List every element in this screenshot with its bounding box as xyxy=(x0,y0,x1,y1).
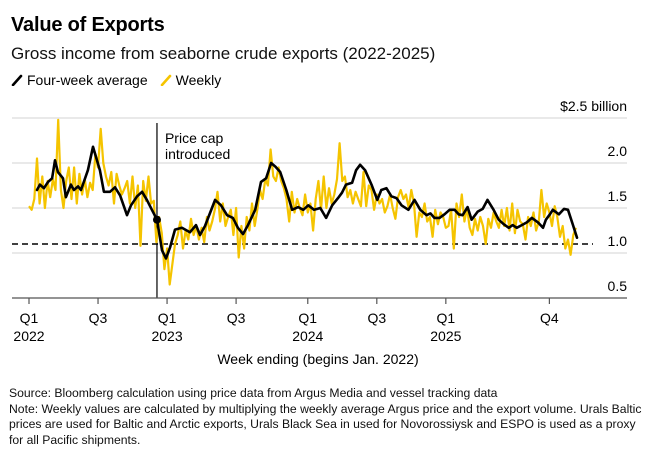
chart-title: Value of Exports xyxy=(11,14,165,36)
y-tick-labels: $2.5 billion 2.0 1.5 1.0 0.5 xyxy=(560,98,627,294)
x-tick-label: Q3 xyxy=(89,310,108,326)
series-line-weekly xyxy=(28,118,577,286)
chart-subtitle: Gross income from seaborne crude exports… xyxy=(11,44,436,63)
price-cap-label-line2: introduced xyxy=(165,146,230,162)
y-tick-label: $2.5 billion xyxy=(560,98,627,114)
legend-item-weekly: Weekly xyxy=(160,72,222,88)
price-cap-label-line1: Price cap xyxy=(165,130,224,146)
x-tick-label: Q3 xyxy=(367,310,386,326)
x-tick-year-label: 2022 xyxy=(13,328,44,344)
x-tick-label: Q3 xyxy=(227,310,246,326)
price-cap-marker xyxy=(152,215,161,224)
y-tick-label: 1.5 xyxy=(608,188,628,204)
source-note: Source: Bloomberg calculation using pric… xyxy=(9,386,498,400)
x-tick-label: Q1 xyxy=(20,310,39,326)
x-tick-year-label: 2025 xyxy=(430,328,461,344)
footnotes: Source: Bloomberg calculation using pric… xyxy=(9,386,649,448)
x-tick-label: Q1 xyxy=(436,310,455,326)
y-tick-label: 2.0 xyxy=(608,143,628,159)
x-tick-year-label: 2024 xyxy=(292,328,323,344)
y-tick-label: 0.5 xyxy=(608,278,628,294)
x-tick-label: Q4 xyxy=(540,310,559,326)
chart-plot: $2.5 billion 2.0 1.5 1.0 0.5 Price cap intro… xyxy=(12,98,627,367)
x-tick-label: Q1 xyxy=(158,310,177,326)
y-tick-label: 1.0 xyxy=(608,233,628,249)
legend-label: Four-week average xyxy=(27,72,148,88)
legend: Four-week average Weekly xyxy=(11,72,227,88)
x-tick-year-label: 2023 xyxy=(151,328,182,344)
series-line-four-week-average xyxy=(35,145,579,260)
x-axis: Q1 2022 Q3 Q1 2023 Q3 Q1 2024 Q3 Q1 2025 Q4 xyxy=(12,297,627,344)
x-axis-title: Week ending (begins Jan. 2022) xyxy=(217,351,418,367)
methodology-note: Note: Weekly values are calculated by mu… xyxy=(9,401,642,447)
legend-swatch-yellow-icon xyxy=(160,74,171,86)
legend-swatch-black-icon xyxy=(11,74,23,86)
price-cap-annotation: Price cap introduced xyxy=(156,123,230,298)
legend-item-four-week-average: Four-week average xyxy=(11,72,148,88)
legend-label: Weekly xyxy=(175,72,222,88)
x-tick-label: Q1 xyxy=(298,310,317,326)
